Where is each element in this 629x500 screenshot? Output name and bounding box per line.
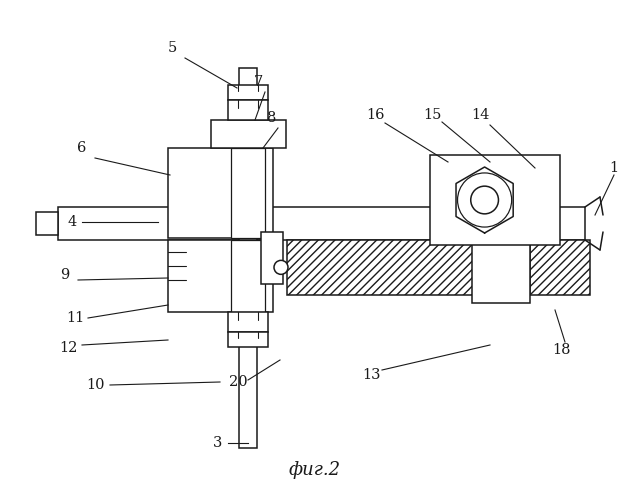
Text: 9: 9 [60,268,70,282]
Polygon shape [456,167,513,233]
Bar [228,100,268,120]
Bar [239,68,257,448]
Text: 1: 1 [610,161,618,175]
Bar [231,148,265,238]
Text: 15: 15 [423,108,441,122]
Text: 7: 7 [253,75,263,89]
Bar [168,240,273,312]
Text: 3: 3 [213,436,223,450]
Bar [530,240,590,295]
Bar [261,232,283,284]
Circle shape [470,186,498,214]
Bar [472,202,530,303]
Text: 20: 20 [229,375,247,389]
Text: 16: 16 [365,108,384,122]
Bar [287,240,480,295]
Bar [228,332,268,347]
Bar [58,207,585,240]
Bar [231,240,265,312]
Bar [211,120,286,148]
Text: 13: 13 [363,368,381,382]
Bar [228,312,268,332]
Text: 4: 4 [67,215,77,229]
Text: 18: 18 [553,343,571,357]
Circle shape [274,260,288,274]
Text: фиг.2: фиг.2 [289,461,341,479]
Bar [168,148,273,238]
Text: 5: 5 [167,41,177,55]
Text: 10: 10 [86,378,104,392]
Text: 11: 11 [66,311,84,325]
Text: 14: 14 [471,108,489,122]
Text: 6: 6 [77,141,87,155]
Text: 12: 12 [59,341,77,355]
Bar [430,155,560,245]
Bar [228,85,268,100]
Bar [36,212,58,235]
Text: 8: 8 [267,111,277,125]
